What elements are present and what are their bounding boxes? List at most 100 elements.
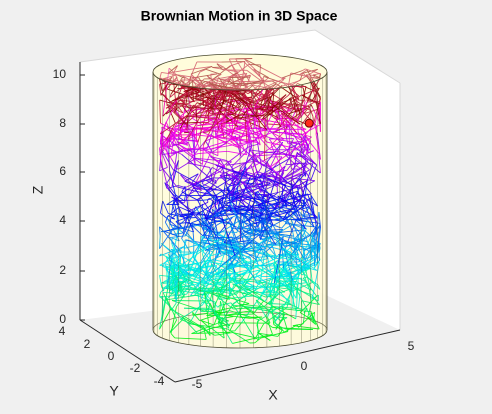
brownian-segment: [241, 196, 270, 202]
brownian-segment: [182, 267, 204, 282]
brownian-segment: [176, 103, 193, 110]
brownian-segment: [177, 87, 191, 90]
brownian-segment: [220, 122, 227, 134]
brownian-segment: [271, 300, 291, 313]
brownian-segment: [246, 104, 268, 131]
brownian-segment: [258, 332, 278, 337]
brownian-segment: [203, 326, 207, 340]
brownian-segment: [299, 69, 308, 76]
brownian-segment: [255, 218, 316, 221]
brownian-segment: [171, 237, 180, 242]
y-tick-label: -4: [154, 374, 165, 388]
brownian-segment: [262, 263, 279, 295]
brownian-segment: [272, 80, 300, 100]
brownian-segment: [235, 182, 239, 212]
brownian-segment: [301, 94, 321, 105]
brownian-segment: [216, 63, 223, 71]
brownian-segment: [270, 215, 306, 230]
brownian-segment: [251, 152, 257, 159]
brownian-segment: [164, 182, 168, 189]
brownian-segment: [186, 215, 193, 219]
brownian-segment: [271, 131, 302, 135]
x-tick-label: -5: [192, 377, 203, 391]
x-axis-line: [174, 329, 401, 383]
brownian-segment: [285, 121, 300, 143]
brownian-segment: [159, 100, 161, 124]
brownian-segment: [184, 88, 198, 92]
brownian-segment: [239, 140, 248, 155]
brownian-segment: [180, 211, 203, 218]
brownian-segment: [264, 117, 266, 161]
brownian-segment: [169, 319, 177, 333]
brownian-segment: [181, 316, 199, 334]
brownian-segment: [224, 205, 245, 212]
brownian-segment: [269, 141, 284, 169]
brownian-segment: [307, 150, 314, 154]
brownian-segment: [292, 231, 299, 256]
brownian-segment: [250, 203, 274, 218]
brownian-segment: [198, 286, 237, 296]
brownian-segment: [196, 91, 211, 98]
brownian-segment: [181, 316, 215, 336]
brownian-segment: [205, 261, 210, 275]
brownian-segment: [200, 243, 213, 262]
brownian-segment: [159, 226, 161, 236]
brownian-segment: [296, 132, 312, 138]
brownian-segment: [243, 258, 262, 264]
brownian-segment: [226, 264, 259, 284]
brownian-segment: [175, 194, 185, 202]
brownian-segment: [239, 206, 280, 225]
brownian-segment: [285, 328, 313, 330]
brownian-segment: [195, 106, 198, 123]
brownian-segment: [215, 292, 230, 297]
brownian-segment: [187, 134, 197, 140]
brownian-segment: [240, 315, 255, 339]
brownian-segment: [205, 81, 227, 85]
brownian-segment: [218, 87, 227, 119]
brownian-segment: [218, 196, 242, 204]
brownian-segment: [233, 306, 264, 310]
brownian-segment: [202, 87, 204, 106]
brownian-segment: [261, 289, 274, 294]
brownian-segment: [206, 287, 239, 292]
brownian-segment: [300, 101, 308, 118]
brownian-segment: [164, 271, 184, 282]
brownian-segment: [161, 71, 200, 79]
brownian-segment: [188, 143, 196, 166]
brownian-segment: [307, 193, 316, 219]
brownian-segment: [287, 284, 297, 299]
brownian-segment: [220, 158, 253, 176]
brownian-segment: [159, 72, 162, 78]
brownian-segment: [201, 211, 205, 239]
brownian-segment: [166, 183, 177, 196]
brownian-segment: [169, 237, 181, 259]
brownian-segment: [245, 107, 253, 130]
brownian-segment: [159, 293, 187, 298]
brownian-segment: [243, 306, 285, 315]
brownian-segment: [211, 223, 221, 255]
brownian-segment: [222, 171, 252, 188]
brownian-segment: [306, 69, 319, 90]
y-tick-label: -2: [130, 361, 141, 375]
brownian-segment: [183, 307, 216, 311]
brownian-segment: [257, 316, 266, 322]
brownian-segment: [242, 249, 257, 261]
brownian-segment: [254, 323, 265, 340]
brownian-segment: [225, 83, 231, 85]
brownian-segment: [265, 242, 275, 246]
brownian-segment: [221, 60, 246, 63]
x-axis-label: X: [268, 387, 278, 403]
brownian-segment: [253, 198, 265, 207]
brownian-segment: [254, 337, 261, 344]
brownian-segment: [176, 104, 184, 114]
brownian-segment: [165, 146, 169, 158]
brownian-segment: [256, 166, 262, 175]
brownian-segment: [300, 154, 316, 165]
brownian-segment: [310, 195, 314, 209]
brownian-segment: [229, 175, 263, 187]
brownian-segment: [303, 245, 315, 251]
brownian-segment: [302, 100, 306, 110]
brownian-segment: [165, 222, 173, 235]
brownian-segment: [233, 80, 276, 83]
brownian-segment: [207, 171, 258, 212]
